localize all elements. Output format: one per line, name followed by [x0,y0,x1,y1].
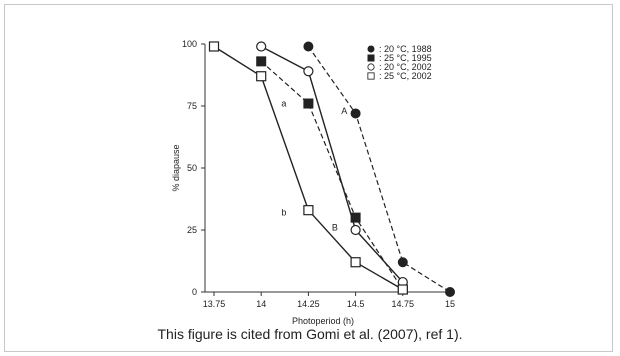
series-line [260,60,404,290]
legend-marker [367,54,375,62]
legend-label: : 25 °C, 1995 [379,53,432,63]
series-line [213,45,404,291]
data-point [256,71,267,82]
series-3 [256,41,408,288]
data-point [303,66,314,77]
series-2 [256,56,408,295]
annotation-label: A [341,106,347,116]
chart-annotations: a Ab B [281,99,347,233]
x-tick-label: 14.25 [297,299,320,309]
annotation-label: a [281,99,286,109]
chart-legend: : 20 °C, 1988: 25 °C, 1995: 20 °C, 2002:… [367,44,432,81]
data-point [350,224,361,236]
legend-label: : 20 °C, 1988 [379,44,432,54]
y-axis-label: % diapause [171,144,181,191]
legend-label: : 20 °C, 2002 [379,62,432,72]
y-tick-label: 75 [187,101,197,111]
series-line [307,46,451,293]
data-point [256,41,267,52]
figure-frame [4,4,613,352]
legend-marker [367,63,375,71]
x-tick-label: 14 [256,299,266,309]
series-1 [303,41,455,297]
data-point [350,108,361,119]
data-point [303,205,314,216]
data-point [397,257,408,268]
annotation-label: b [281,208,286,218]
data-point [256,56,267,67]
x-tick-label: 15 [445,299,455,309]
legend-marker [367,72,375,80]
x-tick-label: 14.5 [347,299,365,309]
y-tick-label: 50 [187,163,197,173]
x-tick-label: 13.75 [203,299,226,309]
data-point [445,287,455,297]
diapause-chart: 0 25 50 75 100 13.75 14 14.25 14.5 14.75 15 a Ab B :… [171,39,455,326]
y-tick-label: 100 [182,39,197,49]
x-tick-label: 14.75 [392,299,415,309]
data-point [303,98,314,109]
x-axis-label: Photoperiod (h) [292,316,354,326]
series-4 [208,41,408,295]
data-point [303,41,314,52]
chart-axes: 0 25 50 75 100 13.75 14 14.25 14.5 14.75 15 [182,39,455,309]
data-point [208,41,220,52]
series-line [260,45,404,283]
y-tick-label: 0 [192,287,197,297]
data-point [350,257,361,268]
legend-label: : 25 °C, 2002 [379,71,432,81]
data-point [397,284,408,295]
y-tick-label: 25 [187,225,197,235]
figure-caption: This figure is cited from Gomi et al. (2… [157,326,463,342]
chart-series [208,41,455,297]
data-point [350,212,361,223]
annotation-label: B [332,223,338,233]
legend-marker [367,45,375,53]
